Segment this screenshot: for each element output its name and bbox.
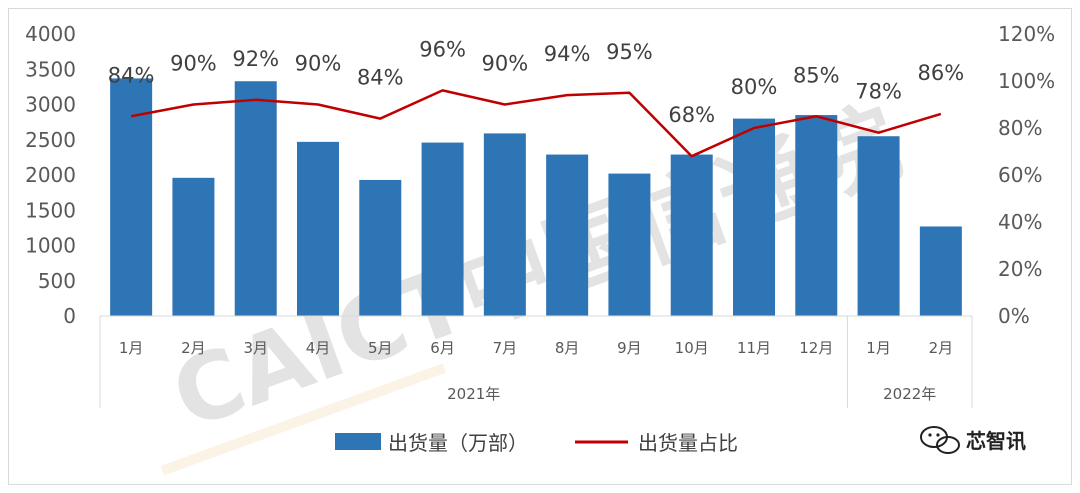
- x-tick-label-4: 4月: [306, 339, 331, 357]
- legend-label-line: 出货量占比: [638, 431, 738, 455]
- bar-12: [795, 115, 838, 316]
- y-right-tick-label: 20%: [998, 257, 1042, 281]
- x-axis: 1月 2月 3月 4月 5月 6月 7月 8月 9月 10月 11月 12月 1月 2月 2021年 2022…: [99, 315, 973, 408]
- data-label-8: 94%: [544, 42, 591, 66]
- y-left-tick-label: 3500: [25, 57, 76, 81]
- bar-6: [421, 142, 464, 316]
- x-tick-label-7: 7月: [493, 339, 518, 357]
- bar-2: [172, 177, 215, 316]
- x-tick-label-11: 11月: [737, 339, 771, 357]
- line-path: [130, 89, 942, 158]
- bar-8: [546, 154, 589, 316]
- data-label-7: 90%: [482, 52, 529, 76]
- data-label-2: 90%: [170, 52, 217, 76]
- y-right-tick-label: 40%: [998, 210, 1042, 234]
- bar-4: [297, 141, 339, 316]
- y-right-tick-label: 80%: [998, 116, 1042, 140]
- x-tick-label-10: 10月: [675, 339, 709, 357]
- watermark-stripe: [160, 363, 447, 476]
- x-tick-label-5: 5月: [368, 339, 393, 357]
- y-left-tick-label: 500: [38, 269, 76, 293]
- x-tick-label-12: 12月: [799, 339, 833, 357]
- y-left-tick-label: 4000: [25, 22, 76, 46]
- bar-5: [359, 179, 402, 316]
- y-left-tick-label: 3000: [25, 93, 76, 117]
- legend-label-bar: 出货量（万部）: [388, 431, 528, 455]
- data-labels: 84% 90% 92% 90% 84% 96% 90% 94% 95% 68% 80% 85% 78% 8…: [108, 37, 964, 127]
- bar-series: [110, 78, 962, 316]
- y-left-tick-label: 2500: [25, 128, 76, 152]
- x-group-label-1: 2021年: [447, 385, 500, 403]
- data-label-13: 78%: [855, 80, 902, 104]
- bar-7: [483, 133, 526, 316]
- x-tick-label-6: 6月: [430, 339, 455, 357]
- x-tick-label-8: 8月: [555, 339, 580, 357]
- x-tick-label-13: 1月: [866, 339, 891, 357]
- bar-11: [733, 118, 775, 316]
- bar-9: [608, 173, 651, 316]
- x-tick-label-9: 9月: [617, 339, 642, 357]
- y-right-tick-label: 120%: [998, 22, 1055, 46]
- brand: 芯智讯: [920, 426, 1026, 454]
- data-label-14: 86%: [918, 61, 965, 85]
- x-tick-label-3: 3月: [243, 339, 268, 357]
- legend-swatch-bar: [335, 433, 381, 450]
- bar-14: [919, 226, 962, 316]
- bar-1: [110, 78, 153, 316]
- data-label-3: 92%: [232, 47, 279, 71]
- data-label-1: 84%: [108, 63, 155, 87]
- y-left-tick-label: 1500: [25, 198, 76, 222]
- data-label-11: 80%: [731, 75, 778, 99]
- y-left-tick-label: 2000: [25, 163, 76, 187]
- y-left-tick-label: 1000: [25, 234, 76, 258]
- data-label-5: 84%: [357, 66, 404, 90]
- legend: 出货量（万部） 出货量占比: [335, 431, 738, 455]
- data-label-9: 95%: [606, 40, 653, 64]
- chart-frame: [8, 8, 1072, 485]
- data-label-10: 68%: [668, 103, 715, 127]
- y-left-tick-label: 0: [63, 304, 76, 328]
- y-right-tick-label: 0%: [998, 304, 1030, 328]
- line-series: [130, 89, 942, 158]
- x-tick-label-14: 2月: [929, 339, 954, 357]
- x-tick-label-1: 1月: [119, 339, 144, 357]
- bar-3: [234, 81, 277, 316]
- brand-name: 芯智讯: [966, 429, 1026, 453]
- bar-10: [670, 154, 713, 316]
- data-label-4: 90%: [295, 52, 342, 76]
- data-label-6: 96%: [419, 37, 466, 61]
- y-right-tick-label: 60%: [998, 163, 1042, 187]
- wechat-icon: [920, 426, 960, 454]
- x-group-label-2: 2022年: [883, 385, 936, 403]
- bar-13: [857, 136, 900, 316]
- axes: 0 500 1000 1500 2000 2500 3000 3500 4000 0% 20% 40%…: [25, 22, 1055, 328]
- data-label-12: 85%: [793, 63, 840, 87]
- x-tick-label-2: 2月: [181, 339, 206, 357]
- y-right-tick-label: 100%: [998, 69, 1055, 93]
